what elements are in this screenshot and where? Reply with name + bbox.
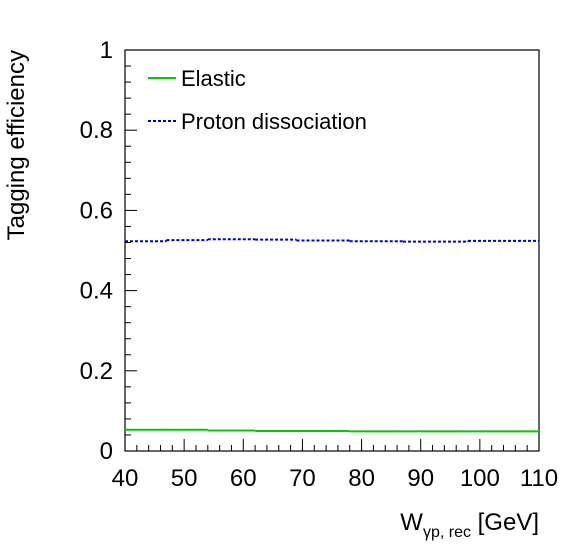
legend-label: Elastic: [181, 66, 246, 91]
x-tick-label: 100: [460, 465, 500, 492]
x-tick-label: 110: [520, 465, 558, 492]
y-axis-title-group: Tagging efficiency: [3, 50, 30, 240]
legend-label: Proton dissociation: [181, 109, 367, 134]
tick-marks-group: [124, 49, 540, 452]
legend: Elastic Proton dissociation: [148, 66, 367, 134]
y-tick-label: 0.2: [80, 358, 113, 385]
x-tick-label: 40: [112, 465, 139, 492]
x-axis-title-subscript: γp, rec: [423, 524, 471, 541]
x-tick-label: 70: [289, 465, 316, 492]
y-tick-label: 0.8: [80, 117, 113, 144]
series-group: [125, 238, 539, 433]
plot-frame-group: [124, 49, 540, 452]
x-axis-title-unit: [GeV]: [471, 509, 539, 536]
y-tick-label: 0: [100, 438, 113, 465]
series-proton-dissociation: [125, 238, 539, 243]
x-tick-label: 90: [407, 465, 434, 492]
x-axis-title-base: W: [400, 509, 423, 536]
plot-frame: [124, 49, 540, 452]
x-axis-title: Wγp, rec [GeV]: [400, 509, 539, 541]
y-tick-label: 1: [100, 37, 113, 64]
x-tick-label: 60: [230, 465, 257, 492]
x-tick-label: 50: [171, 465, 198, 492]
y-tick-label: 0.6: [80, 197, 113, 224]
y-tick-label: 0.4: [80, 278, 113, 305]
tick-labels-group: 40 50 60 70 80 90 100 110 0 0.2 0.4 0.6 0.8 1: [80, 37, 559, 492]
series-elastic: [125, 428, 539, 433]
y-axis-title: Tagging efficiency: [3, 50, 30, 240]
x-tick-label: 80: [348, 465, 375, 492]
